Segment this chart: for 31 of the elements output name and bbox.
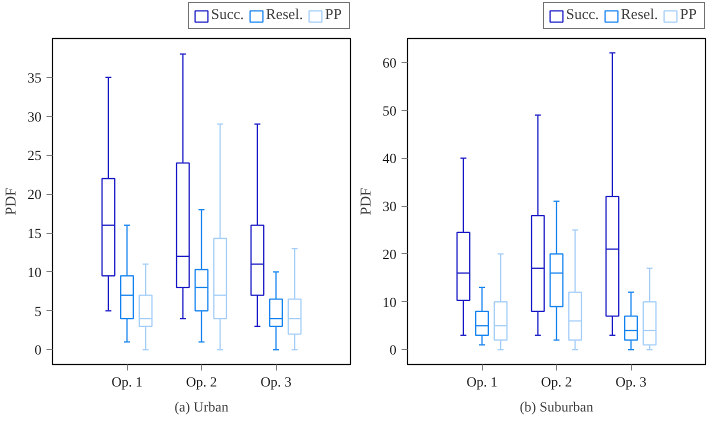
y-axis-title: PDF — [358, 188, 374, 216]
x-tick-label: Op. 2 — [186, 376, 218, 390]
legend-label: Succ. — [566, 7, 599, 24]
x-tick-label: Op. 1 — [466, 376, 498, 390]
y-tick-label: 35 — [28, 71, 42, 86]
y-tick-label: 0 — [390, 344, 396, 359]
y-tick-label: 40 — [382, 152, 396, 168]
y-tick-label: 0 — [34, 344, 42, 359]
text: (a) Urban — [174, 400, 229, 416]
x-tick-label: Op. 1 — [111, 376, 143, 390]
y-tick-label: 20 — [28, 188, 42, 204]
legend-label: Succ. — [211, 7, 244, 24]
y-axis-title: PDF — [4, 188, 20, 216]
y-tick-label: 10 — [382, 296, 396, 311]
legend-label: Resel. — [620, 7, 658, 24]
y-tick-label: 10 — [28, 266, 42, 281]
y-tick-label: 20 — [382, 248, 396, 263]
y-tick-label: 25 — [28, 149, 42, 164]
y-tick-label: 30 — [382, 200, 396, 216]
x-tick-label: Op. 2 — [540, 376, 572, 390]
legend-label: PP — [680, 7, 698, 24]
y-tick-label: 50 — [382, 104, 396, 120]
y-tick-label: 60 — [382, 56, 396, 72]
legend-label: Resel. — [266, 7, 303, 24]
x-tick-label: Op. 3 — [260, 376, 292, 390]
y-tick-label: 30 — [28, 110, 42, 126]
x-tick-label: Op. 3 — [615, 376, 647, 390]
text: (b) Suburban — [520, 400, 594, 416]
y-tick-label: 5 — [34, 304, 42, 320]
y-tick-label: 15 — [28, 227, 42, 242]
legend-label: PP — [325, 7, 343, 24]
